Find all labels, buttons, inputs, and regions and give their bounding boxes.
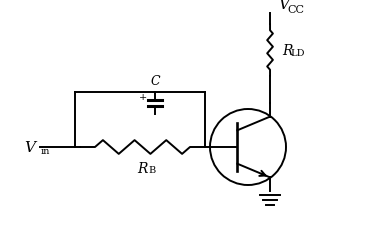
Text: V: V [278, 0, 289, 12]
Text: R: R [137, 161, 148, 175]
Text: B: B [148, 165, 156, 174]
Text: V: V [24, 140, 35, 154]
Text: in: in [41, 147, 50, 156]
Text: C: C [150, 75, 160, 88]
Text: LD: LD [290, 49, 304, 58]
Text: CC: CC [287, 5, 304, 15]
Text: +: + [139, 93, 147, 102]
Text: R: R [282, 44, 292, 58]
